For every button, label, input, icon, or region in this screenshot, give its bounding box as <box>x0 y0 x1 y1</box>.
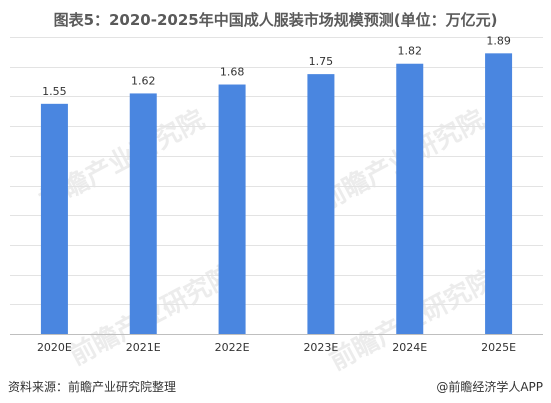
bar <box>485 53 513 335</box>
data-label: 1.89 <box>486 34 511 47</box>
bar <box>307 74 335 334</box>
x-tick-label: 2021E <box>126 341 161 354</box>
x-tick-label: 2022E <box>215 341 250 354</box>
x-tick-label: 2025E <box>481 341 516 354</box>
data-label: 1.55 <box>42 85 67 98</box>
x-tick-label: 2024E <box>392 341 427 354</box>
bar <box>129 93 157 335</box>
brand-credit: @前瞻经济学人APP <box>436 380 543 394</box>
bar <box>40 103 68 334</box>
data-label: 1.68 <box>220 66 245 79</box>
data-label: 1.82 <box>398 45 423 58</box>
source-note: 资料来源：前瞻产业研究院整理 <box>8 380 177 394</box>
bar <box>218 84 246 335</box>
x-tick-label: 2023E <box>303 341 338 354</box>
data-label: 1.62 <box>131 74 156 87</box>
x-tick-label: 2020E <box>37 341 72 354</box>
data-label: 1.75 <box>309 55 334 68</box>
bar <box>396 63 424 334</box>
chart-title: 图表5：2020-2025年中国成人服装市场规模预测(单位：万亿元) <box>53 11 498 29</box>
